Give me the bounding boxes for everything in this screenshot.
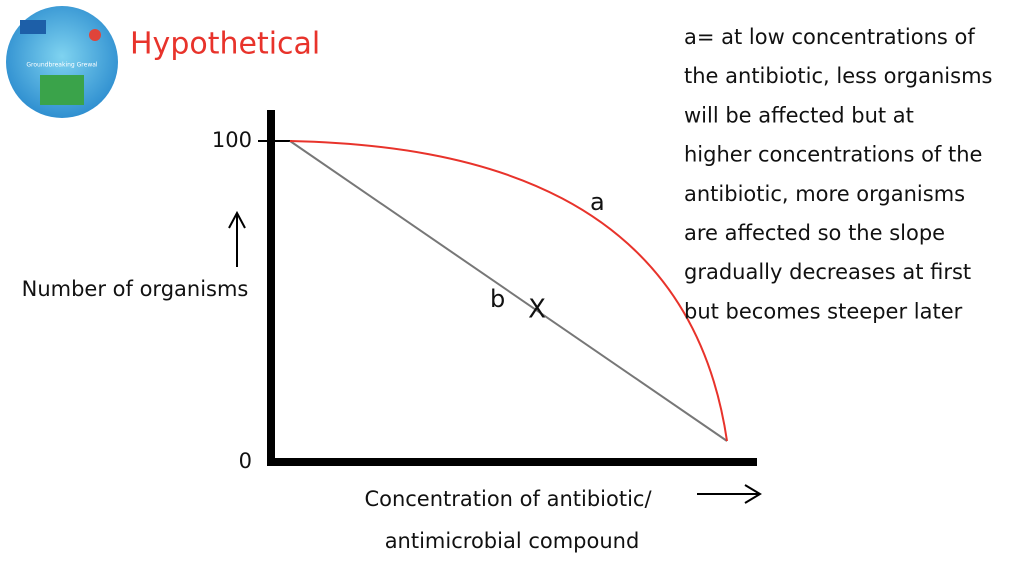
note-line: antibiotic, more organisms: [684, 182, 965, 206]
y-ticks: 100 0: [212, 128, 292, 473]
curve-label: b: [490, 285, 505, 313]
x-axis-label: Concentration of antibiotic/: [364, 487, 652, 511]
note-line: are affected so the slope: [684, 221, 945, 245]
right-arrow: [697, 484, 762, 504]
logo-icon: [20, 20, 46, 34]
line-b: [289, 140, 728, 442]
note: a= at low concentrations of the antibioti…: [684, 25, 992, 323]
logo: Groundbreaking Grewal: [6, 6, 118, 118]
curve-label: a: [590, 188, 605, 216]
logo-text: Groundbreaking Grewal: [26, 62, 98, 69]
x-axis-label: antimicrobial compound: [385, 529, 640, 553]
title: Hypothetical: [130, 27, 320, 62]
logo-icon: [40, 75, 84, 105]
y-tick-label: 100: [212, 128, 252, 152]
y-axis-label: Number of organisms: [22, 277, 249, 301]
note-line: higher concentrations of the: [684, 143, 982, 167]
curve-a: [289, 140, 728, 442]
up-arrow: [228, 210, 246, 267]
y-tick-label: 0: [239, 449, 252, 473]
point-mark: X: [528, 295, 546, 325]
note-line: but becomes steeper later: [684, 299, 963, 323]
logo-icon: [89, 29, 101, 41]
note-line: a= at low concentrations of: [684, 25, 975, 49]
note-line: the antibiotic, less organisms: [684, 64, 992, 88]
note-line: gradually decreases at first: [684, 260, 971, 284]
note-line: will be affected but at: [684, 103, 914, 127]
